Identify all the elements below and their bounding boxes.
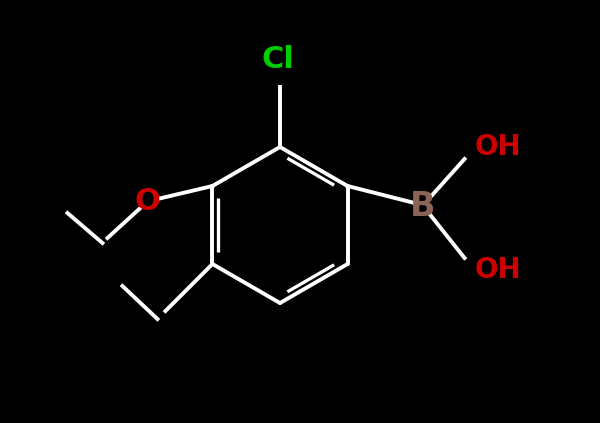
Text: O: O bbox=[134, 187, 160, 215]
Text: B: B bbox=[410, 190, 435, 222]
Text: OH: OH bbox=[475, 256, 521, 284]
Text: OH: OH bbox=[475, 133, 521, 161]
Text: Cl: Cl bbox=[262, 45, 295, 74]
